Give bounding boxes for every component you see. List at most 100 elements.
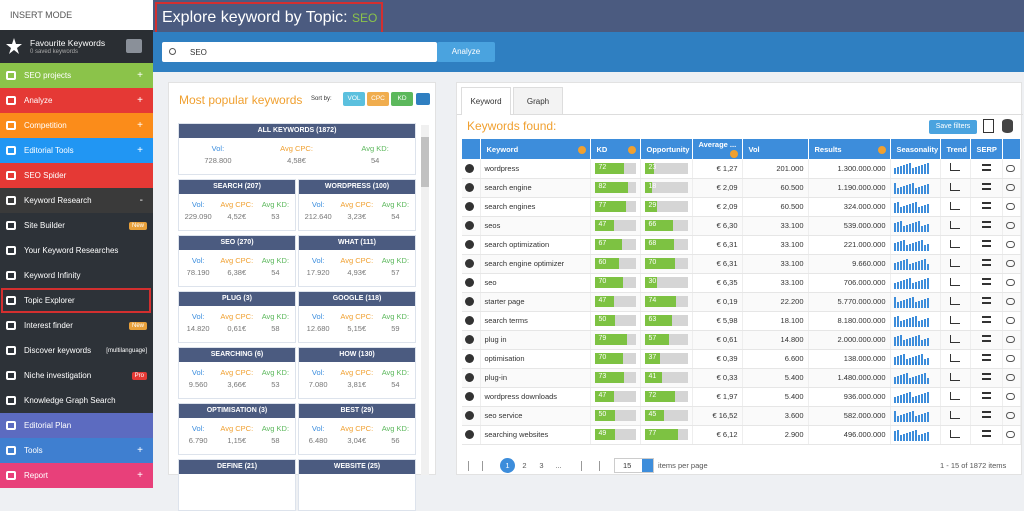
menu-item[interactable]: Your Keyword Researches bbox=[0, 238, 153, 263]
page-number[interactable]: ... bbox=[555, 461, 562, 470]
prev-page[interactable] bbox=[482, 461, 492, 471]
page-number[interactable]: 3 bbox=[539, 461, 544, 470]
comment-icon[interactable] bbox=[1005, 222, 1015, 229]
trend-icon[interactable] bbox=[950, 182, 960, 191]
menu-item[interactable]: Keyword Research - bbox=[0, 188, 153, 213]
topic-card[interactable]: WORDPRESS (100) Vol: 212.640 Avg CPC: 3,23€ A… bbox=[298, 179, 416, 231]
comment-icon[interactable] bbox=[1005, 298, 1015, 305]
sort-button[interactable]: KD bbox=[391, 92, 413, 106]
serp-icon[interactable] bbox=[981, 392, 991, 399]
trend-icon[interactable] bbox=[950, 410, 960, 419]
comment-icon[interactable] bbox=[1005, 355, 1015, 362]
menu-item[interactable]: Site Builder New bbox=[0, 213, 153, 238]
first-page[interactable] bbox=[468, 461, 478, 471]
add-button[interactable] bbox=[465, 163, 474, 173]
add-button[interactable] bbox=[465, 221, 474, 230]
comment-icon[interactable] bbox=[1005, 317, 1015, 324]
topic-card[interactable]: ALL KEYWORDS (1872) Vol: 728.800 Avg CPC: 4,… bbox=[178, 123, 416, 175]
sort-button[interactable]: VOL bbox=[343, 92, 365, 106]
add-button[interactable] bbox=[465, 411, 474, 420]
add-button[interactable] bbox=[465, 202, 474, 211]
menu-item[interactable]: Competition + bbox=[0, 113, 153, 138]
page-number[interactable]: 2 bbox=[522, 461, 527, 470]
menu-item[interactable]: Niche investigation Pro bbox=[0, 363, 153, 388]
add-button[interactable] bbox=[465, 354, 474, 363]
comment-icon[interactable] bbox=[1005, 279, 1015, 286]
trend-icon[interactable] bbox=[950, 372, 960, 381]
column-header[interactable]: Results bbox=[808, 139, 891, 159]
topic-card[interactable]: DEFINE (21) bbox=[178, 459, 296, 511]
column-header[interactable]: Average ... bbox=[692, 139, 743, 159]
add-button[interactable] bbox=[465, 278, 474, 287]
serp-icon[interactable] bbox=[981, 259, 991, 266]
excel-icon[interactable] bbox=[983, 119, 994, 133]
trend-icon[interactable] bbox=[950, 220, 960, 229]
add-button[interactable] bbox=[465, 297, 474, 306]
serp-icon[interactable] bbox=[981, 183, 991, 190]
topic-card[interactable]: WEBSITE (25) bbox=[298, 459, 416, 511]
last-page[interactable] bbox=[590, 461, 600, 471]
swap-button[interactable] bbox=[126, 39, 142, 53]
trend-icon[interactable] bbox=[950, 239, 960, 248]
add-button[interactable] bbox=[465, 183, 474, 192]
analyze-button[interactable]: Analyze bbox=[437, 42, 495, 62]
topic-card[interactable]: SEO (270) Vol: 78.190 Avg CPC: 6,38€ Avg KD: 5… bbox=[178, 235, 296, 287]
menu-item[interactable]: Analyze + bbox=[0, 88, 153, 113]
serp-icon[interactable] bbox=[981, 221, 991, 228]
serp-icon[interactable] bbox=[981, 411, 991, 418]
serp-icon[interactable] bbox=[981, 354, 991, 361]
menu-item[interactable]: Report + bbox=[0, 463, 153, 488]
add-button[interactable] bbox=[465, 259, 474, 268]
menu-item[interactable]: Discover keywords [multilanguage] bbox=[0, 338, 153, 363]
page-number[interactable]: 1 bbox=[500, 458, 515, 473]
trend-icon[interactable] bbox=[950, 391, 960, 400]
serp-icon[interactable] bbox=[981, 373, 991, 380]
add-button[interactable] bbox=[465, 335, 474, 344]
column-header[interactable]: Trend bbox=[940, 139, 971, 159]
trend-icon[interactable] bbox=[950, 315, 960, 324]
comment-icon[interactable] bbox=[1005, 164, 1015, 172]
add-button[interactable] bbox=[465, 316, 474, 325]
column-header[interactable]: Seasonality bbox=[890, 139, 941, 159]
tab[interactable]: Graph bbox=[513, 87, 563, 115]
comment-icon[interactable] bbox=[1005, 374, 1015, 381]
comment-icon[interactable] bbox=[1005, 203, 1015, 210]
serp-icon[interactable] bbox=[981, 316, 991, 323]
add-button[interactable] bbox=[465, 430, 474, 439]
trend-icon[interactable] bbox=[950, 353, 960, 362]
column-header[interactable]: Keyword bbox=[480, 139, 591, 159]
comment-icon[interactable] bbox=[1005, 336, 1015, 343]
search-input[interactable]: SEO bbox=[162, 42, 437, 62]
save-filters-button[interactable]: Save filters bbox=[929, 120, 977, 134]
column-header[interactable]: Vol bbox=[742, 139, 809, 159]
comment-icon[interactable] bbox=[1005, 241, 1015, 248]
topic-card[interactable]: SEARCHING (6) Vol: 9.560 Avg CPC: 3,66€ Avg K… bbox=[178, 347, 296, 399]
menu-item[interactable]: Editorial Plan bbox=[0, 413, 153, 438]
column-header[interactable]: Opportunity bbox=[640, 139, 693, 159]
column-header[interactable]: SERP bbox=[970, 139, 1003, 159]
menu-item[interactable]: Editorial Tools + bbox=[0, 138, 153, 163]
serp-icon[interactable] bbox=[981, 240, 991, 247]
sort-button[interactable]: CPC bbox=[367, 92, 389, 106]
serp-icon[interactable] bbox=[981, 297, 991, 304]
topic-card[interactable]: OPTIMISATION (3) Vol: 6.790 Avg CPC: 1,15€ Av… bbox=[178, 403, 296, 455]
serp-icon[interactable] bbox=[981, 430, 991, 437]
next-page[interactable] bbox=[572, 461, 582, 471]
serp-icon[interactable] bbox=[981, 278, 991, 285]
menu-item[interactable]: SEO Spider bbox=[0, 163, 153, 188]
column-header[interactable]: KD bbox=[590, 139, 641, 159]
trend-icon[interactable] bbox=[950, 429, 960, 438]
tab[interactable]: Keyword bbox=[461, 87, 511, 115]
topic-card[interactable]: GOOGLE (118) Vol: 12.680 Avg CPC: 5,15€ Avg K… bbox=[298, 291, 416, 343]
comment-icon[interactable] bbox=[1005, 393, 1015, 400]
trend-icon[interactable] bbox=[950, 201, 960, 210]
menu-item[interactable]: Keyword Infinity bbox=[0, 263, 153, 288]
trend-icon[interactable] bbox=[950, 296, 960, 305]
database-icon[interactable] bbox=[1002, 119, 1013, 133]
menu-item[interactable]: Interest finder New bbox=[0, 313, 153, 338]
topic-card[interactable]: PLUG (3) Vol: 14.820 Avg CPC: 0,61€ Avg KD: 58 bbox=[178, 291, 296, 343]
trend-icon[interactable] bbox=[950, 334, 960, 343]
menu-item[interactable]: Topic Explorer bbox=[0, 288, 153, 313]
topic-card[interactable]: BEST (29) Vol: 6.480 Avg CPC: 3,04€ Avg KD: 56 bbox=[298, 403, 416, 455]
serp-icon[interactable] bbox=[981, 335, 991, 342]
